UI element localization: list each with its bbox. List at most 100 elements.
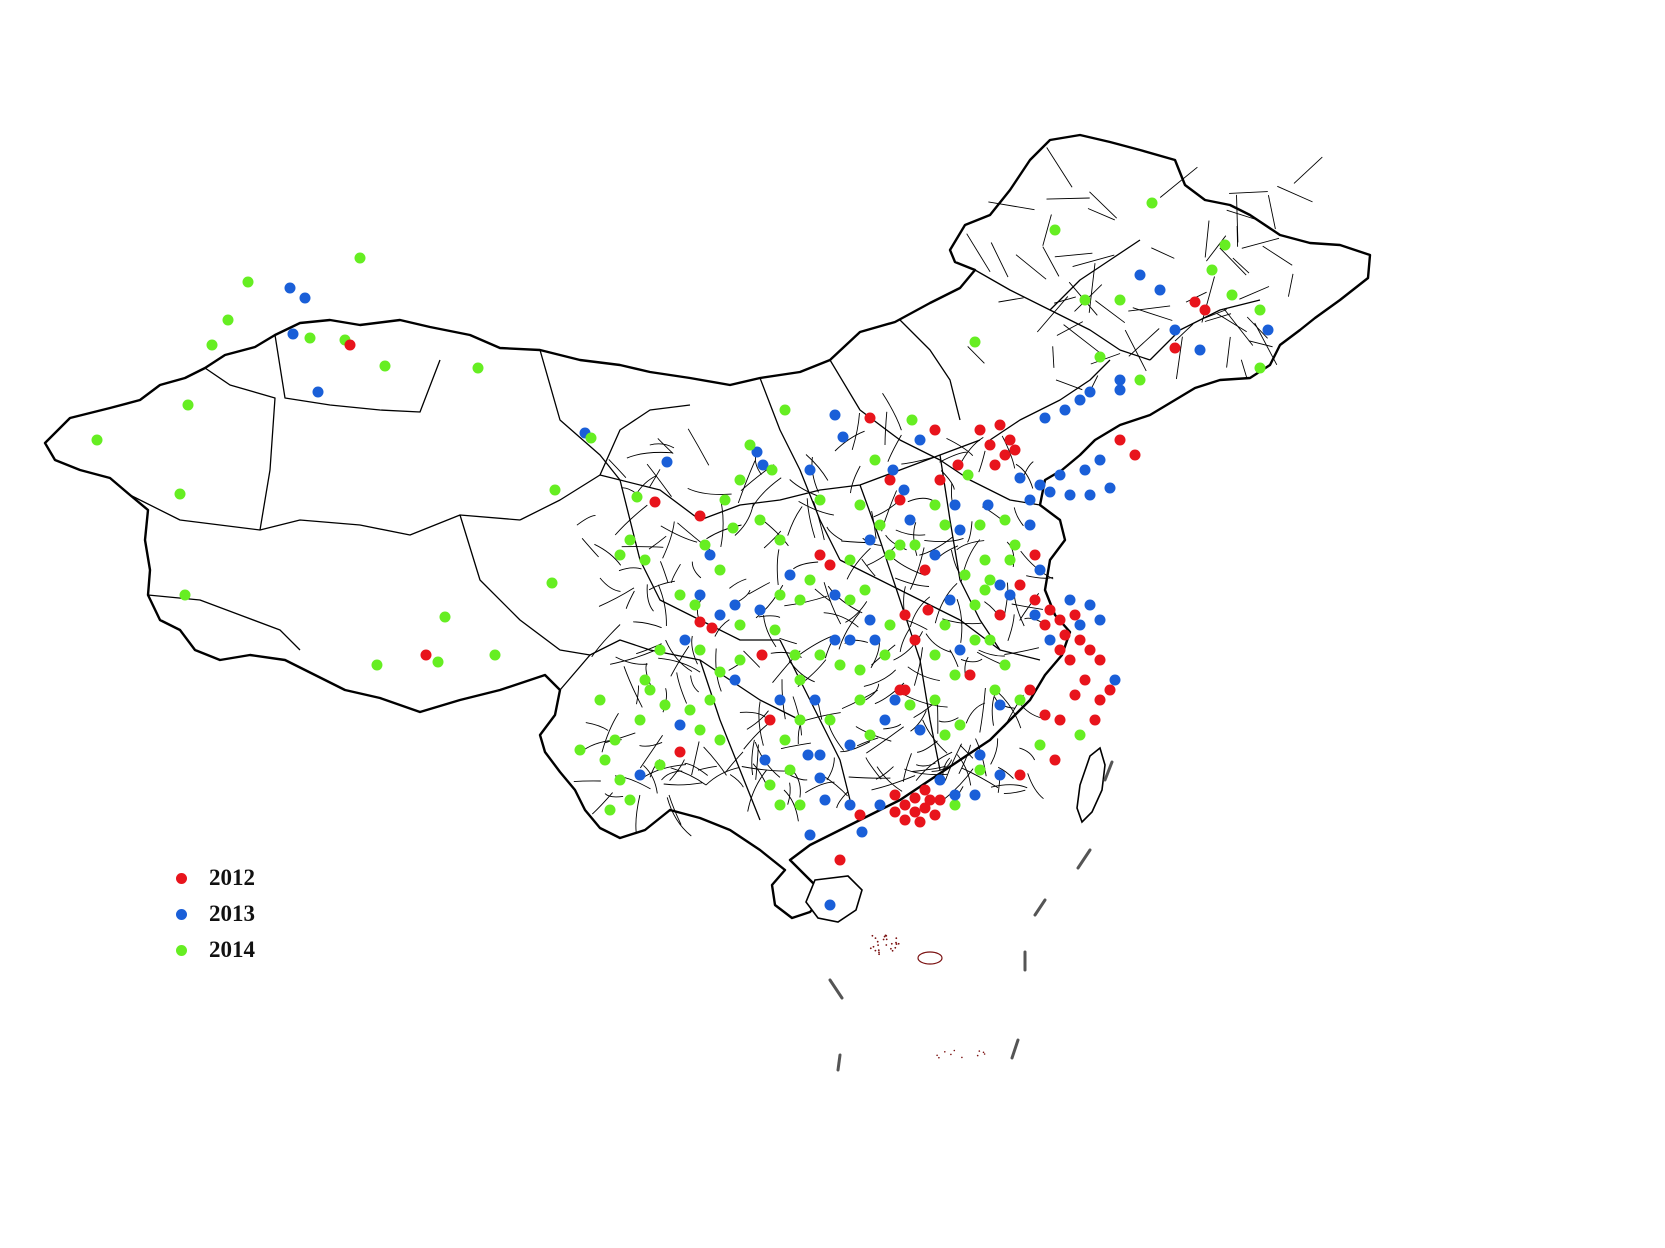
city-point-2014 — [779, 404, 791, 416]
county-line — [691, 741, 700, 776]
county-line — [909, 547, 925, 590]
island-dot — [897, 942, 900, 945]
county-line — [836, 791, 849, 809]
city-point-2013 — [837, 431, 849, 443]
nine-dash-5 — [828, 978, 844, 1000]
city-point-2013 — [844, 634, 856, 646]
county-line — [780, 742, 811, 750]
city-point-2012 — [1024, 684, 1036, 696]
island-dot — [944, 1051, 946, 1053]
county-line — [687, 487, 732, 495]
city-point-2014 — [1114, 294, 1126, 306]
island-dot — [877, 949, 880, 952]
city-point-2013 — [829, 634, 841, 646]
city-point-2012 — [994, 419, 1006, 431]
border-line-5 — [539, 349, 621, 481]
city-point-2014 — [714, 666, 726, 678]
island-dot — [936, 1054, 938, 1057]
city-point-2014 — [959, 569, 971, 581]
city-point-2012 — [952, 459, 964, 471]
city-point-2014 — [999, 659, 1011, 671]
city-point-2014 — [1034, 739, 1046, 751]
county-line — [636, 685, 639, 705]
county-line — [591, 792, 613, 815]
city-point-2014 — [854, 694, 866, 706]
city-point-2013 — [287, 328, 299, 340]
county-line — [1095, 300, 1126, 324]
city-point-2014 — [769, 624, 781, 636]
county-line — [1293, 156, 1323, 184]
county-line — [1036, 296, 1069, 333]
county-line — [793, 771, 801, 798]
county-line — [684, 762, 708, 776]
city-point-2013 — [1154, 284, 1166, 296]
city-point-2012 — [694, 510, 706, 522]
city-point-2014 — [689, 599, 701, 611]
city-point-2012 — [889, 806, 901, 818]
city-point-2014 — [599, 754, 611, 766]
city-point-2012 — [1064, 654, 1076, 666]
city-point-2012 — [1059, 629, 1071, 641]
county-line — [1006, 541, 1015, 567]
hainan-outline — [805, 875, 863, 923]
city-point-2014 — [546, 577, 558, 589]
city-point-2012 — [674, 746, 686, 758]
border-line-17 — [974, 269, 1151, 361]
county-line — [907, 666, 940, 682]
border-line-9 — [759, 377, 841, 561]
island-dot — [950, 1053, 952, 1056]
city-point-2013 — [944, 594, 956, 606]
city-point-2014 — [884, 619, 896, 631]
city-point-2014 — [674, 589, 686, 601]
city-point-2014 — [949, 799, 961, 811]
island-dot — [895, 937, 898, 940]
county-line — [755, 744, 759, 780]
city-point-2014 — [794, 594, 806, 606]
border-line-14 — [699, 659, 761, 821]
city-point-2014 — [784, 764, 796, 776]
city-point-2014 — [549, 484, 561, 496]
county-line — [934, 582, 958, 624]
nine-dash-2 — [1033, 898, 1047, 917]
county-line — [1055, 379, 1083, 391]
city-point-2013 — [982, 499, 994, 511]
city-point-2013 — [1034, 479, 1046, 491]
city-point-2014 — [734, 474, 746, 486]
county-line — [729, 774, 744, 788]
county-line — [594, 543, 622, 566]
island-dot — [885, 935, 888, 937]
city-point-2013 — [1094, 614, 1106, 626]
city-point-2014 — [879, 649, 891, 661]
city-point-2013 — [1169, 324, 1181, 336]
county-line — [823, 582, 842, 625]
city-point-2014 — [909, 539, 921, 551]
county-line — [604, 793, 624, 798]
county-line — [866, 544, 898, 566]
city-point-2013 — [1004, 589, 1016, 601]
island-dot — [883, 935, 886, 938]
island-dot — [953, 1049, 956, 1052]
county-line — [1015, 463, 1034, 489]
city-point-2013 — [1044, 486, 1056, 498]
city-point-2013 — [1104, 482, 1116, 494]
county-line — [670, 767, 707, 786]
city-point-2013 — [1024, 519, 1036, 531]
city-point-2013 — [994, 579, 1006, 591]
county-line — [605, 732, 636, 744]
city-point-2014 — [1226, 289, 1238, 301]
county-line — [615, 656, 648, 665]
county-line — [659, 561, 669, 584]
city-point-2014 — [704, 694, 716, 706]
city-point-2012 — [1054, 644, 1066, 656]
county-line — [1206, 235, 1227, 262]
county-line — [1042, 246, 1060, 277]
county-line — [1229, 191, 1268, 194]
border-line-20 — [899, 319, 961, 421]
county-line — [687, 428, 710, 466]
city-point-2013 — [1194, 344, 1206, 356]
county-line — [623, 666, 643, 708]
county-line — [883, 723, 902, 730]
county-line — [1226, 209, 1257, 220]
county-line — [826, 757, 835, 781]
